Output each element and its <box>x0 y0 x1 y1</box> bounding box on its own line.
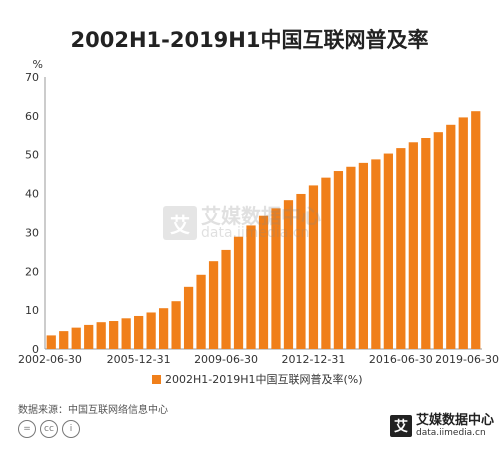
bar <box>358 162 369 349</box>
y-tick-label: 70 <box>25 71 39 84</box>
x-tick-label: 2002-06-30 <box>18 353 82 366</box>
bar <box>421 138 431 349</box>
bar <box>196 274 206 349</box>
cc-icon: cc <box>40 420 58 438</box>
bar <box>383 153 393 349</box>
bar <box>371 159 381 349</box>
y-tick-label: 60 <box>25 110 39 123</box>
bar <box>396 148 406 349</box>
bar <box>271 208 281 349</box>
x-tick-label: 2016-06-30 <box>369 353 433 366</box>
bar <box>283 200 294 349</box>
brand-logo: 艾 艾媒数据中心 data.iimedia.cn <box>390 414 494 438</box>
bar <box>408 142 418 349</box>
bar <box>183 286 194 349</box>
bar <box>296 193 306 349</box>
bar <box>46 335 56 349</box>
bar <box>446 124 456 350</box>
attribution-icon: i <box>62 420 80 438</box>
brand-url: data.iimedia.cn <box>416 428 486 438</box>
bar <box>258 215 269 349</box>
bar <box>433 132 443 349</box>
y-axis-label: % <box>33 58 43 71</box>
x-tick-label: 2012-12-31 <box>281 353 345 366</box>
bar <box>346 166 356 349</box>
bar <box>121 318 131 349</box>
nd-icon: = <box>18 420 36 438</box>
x-tick-label: 2005-12-31 <box>107 353 171 366</box>
bar <box>84 324 94 349</box>
license-icons: = cc i <box>18 420 80 440</box>
y-tick-label: 0 <box>32 343 39 356</box>
bar <box>134 315 144 349</box>
bar <box>308 185 319 349</box>
y-tick-label: 40 <box>25 188 39 201</box>
bar <box>59 331 69 349</box>
y-tick-label: 10 <box>25 304 39 317</box>
bar <box>221 249 231 349</box>
bar-chart: % 0 10 20 30 40 50 60 70 2002-06-30 2005-12-31 2009… <box>18 58 499 386</box>
legend-swatch <box>152 375 161 384</box>
y-tick-label: 50 <box>25 149 39 162</box>
y-tick-label: 20 <box>25 265 39 278</box>
bar <box>109 321 119 349</box>
bar <box>233 236 244 349</box>
x-tick-label: 2009-06-30 <box>194 353 258 366</box>
bar <box>246 225 256 349</box>
bar <box>208 261 219 349</box>
bar <box>171 301 181 349</box>
bar <box>321 177 331 349</box>
y-tick-label: 30 <box>25 226 39 239</box>
chart-title: 2002H1-2019H1中国互联网普及率 <box>70 28 429 52</box>
bar <box>158 308 169 349</box>
x-tick-label: 2019-06-30 <box>435 353 499 366</box>
bar <box>146 312 156 349</box>
bar <box>71 327 81 349</box>
legend-label: 2002H1-2019H1中国互联网普及率(%) <box>165 372 363 386</box>
bar <box>471 111 481 350</box>
bar <box>458 117 468 349</box>
data-source: 数据来源：中国互联网络信息中心 <box>18 405 168 416</box>
bar <box>96 322 106 349</box>
brand-name: 艾媒数据中心 <box>416 413 495 428</box>
brand-logo-icon: 艾 <box>390 415 412 437</box>
bar <box>333 171 344 349</box>
